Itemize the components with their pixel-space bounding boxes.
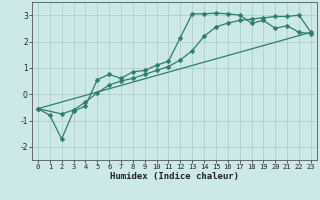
X-axis label: Humidex (Indice chaleur): Humidex (Indice chaleur) (110, 172, 239, 181)
